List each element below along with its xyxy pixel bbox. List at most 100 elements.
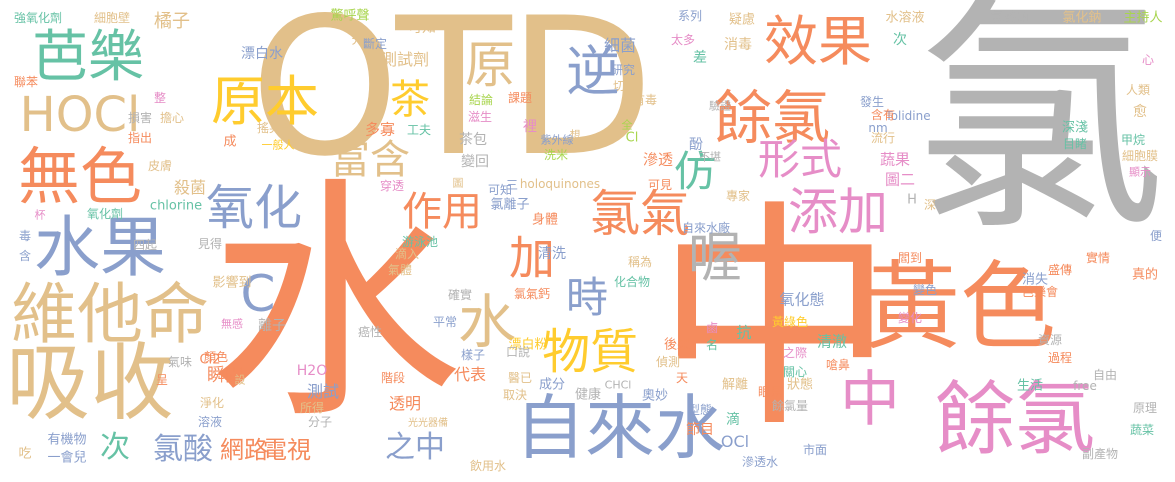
word: 設: [234, 373, 246, 387]
word: 光光器備: [408, 418, 448, 429]
word: OTD: [250, 0, 654, 198]
word: 皮膚: [147, 159, 173, 173]
word: 原: [465, 36, 515, 94]
word: 工夫: [406, 123, 432, 137]
word: 無色: [17, 140, 143, 213]
word: 茶包: [459, 132, 487, 148]
word: 全: [621, 118, 633, 132]
word: 酚: [689, 137, 703, 153]
word: 測試: [306, 382, 340, 401]
word: 深: [923, 198, 937, 212]
word: 水: [207, 156, 463, 454]
word: 吸收: [5, 334, 175, 432]
word: 氧化劑: [86, 207, 124, 221]
word: 身體: [531, 212, 559, 228]
word: 搖晃數: [256, 121, 294, 135]
word: 生活: [1016, 378, 1044, 394]
word: 氯酸: [153, 432, 213, 467]
word: 名: [705, 338, 719, 352]
word: 吃: [18, 446, 32, 462]
word: 添加: [788, 183, 888, 241]
word: 餘氯: [935, 373, 1095, 466]
word: 穿透: [379, 179, 405, 193]
word: 關心: [782, 365, 808, 379]
word: 呈: [155, 373, 169, 387]
word: 口說: [505, 345, 531, 359]
word: 健康: [574, 387, 602, 403]
word: 變化: [897, 311, 923, 325]
word: 化合物: [613, 275, 651, 289]
word: 實情: [1085, 251, 1111, 265]
word: 逆: [566, 40, 620, 103]
word: 氯氣鈣: [513, 287, 551, 301]
word: 眼見: [757, 385, 783, 399]
word: 之中: [385, 430, 445, 465]
word: 細菌: [603, 36, 637, 55]
word: 驗證: [709, 99, 731, 113]
word: 圖二: [884, 170, 916, 189]
word: 擔心: [159, 111, 185, 125]
word: 抗: [736, 323, 752, 342]
word: 黃綠色: [771, 315, 809, 329]
word: 型態: [687, 403, 713, 417]
word: 分子: [307, 415, 333, 429]
word: 樣子: [460, 348, 486, 362]
word: 有毒: [632, 93, 658, 107]
word: 芭樂會: [1021, 285, 1059, 299]
word: 紫外線: [540, 133, 574, 147]
word: 強氧化劑: [13, 11, 63, 25]
word: 斷定: [362, 37, 388, 51]
word: 代表: [453, 365, 487, 384]
word: 滲透: [642, 150, 674, 169]
word: 洗米: [543, 148, 569, 162]
word: 一會兒: [47, 450, 87, 466]
word: 成: [223, 134, 237, 150]
word: 蔬果: [879, 150, 911, 169]
word: 清洗: [538, 246, 566, 262]
word: OCl: [720, 432, 750, 451]
word: 發生: [859, 95, 885, 109]
word: 清澈: [816, 332, 848, 351]
word: 整: [153, 91, 167, 105]
word: CHCl: [604, 378, 632, 392]
word: 一般人: [261, 138, 295, 152]
word: 溶液: [197, 415, 223, 429]
word: 富含: [330, 137, 410, 183]
word: 偵測: [655, 355, 681, 369]
word: 後果: [663, 337, 691, 353]
word: 太多: [670, 33, 696, 47]
word: 盛傳: [1047, 263, 1073, 277]
word: 變色: [912, 283, 938, 297]
word: 驚呼聲: [330, 8, 370, 24]
word: 次: [100, 430, 130, 465]
word: 解離: [721, 377, 749, 393]
word: 橘子: [154, 11, 190, 32]
word: 時: [565, 273, 609, 322]
word: 氯離子: [490, 197, 530, 213]
word: 取決: [502, 388, 528, 402]
word: Tolidine: [885, 109, 931, 123]
word: 水: [457, 288, 517, 356]
word: 氧化: [205, 180, 303, 236]
word: 市面: [802, 443, 828, 457]
word: 漂白粉: [508, 337, 548, 353]
word: free: [1073, 379, 1097, 393]
word: 便: [1149, 229, 1163, 243]
word: 毒: [18, 229, 32, 243]
word: 奧妙: [641, 388, 669, 404]
word: 含: [18, 249, 32, 263]
word: H2O: [296, 363, 328, 379]
word: 氧化態: [779, 290, 825, 309]
word: 流行: [870, 131, 896, 145]
word: 物質: [541, 324, 639, 380]
word: 無感: [221, 317, 243, 331]
word: 氯: [915, 0, 1165, 265]
word: 專家: [725, 189, 751, 203]
word: 飲用水: [469, 459, 507, 473]
word: 細胞壁: [93, 11, 131, 25]
word: 水果: [34, 209, 166, 286]
word: 先: [351, 32, 365, 48]
word: 氣味: [167, 355, 193, 369]
word: 蔬菜: [1129, 423, 1155, 437]
